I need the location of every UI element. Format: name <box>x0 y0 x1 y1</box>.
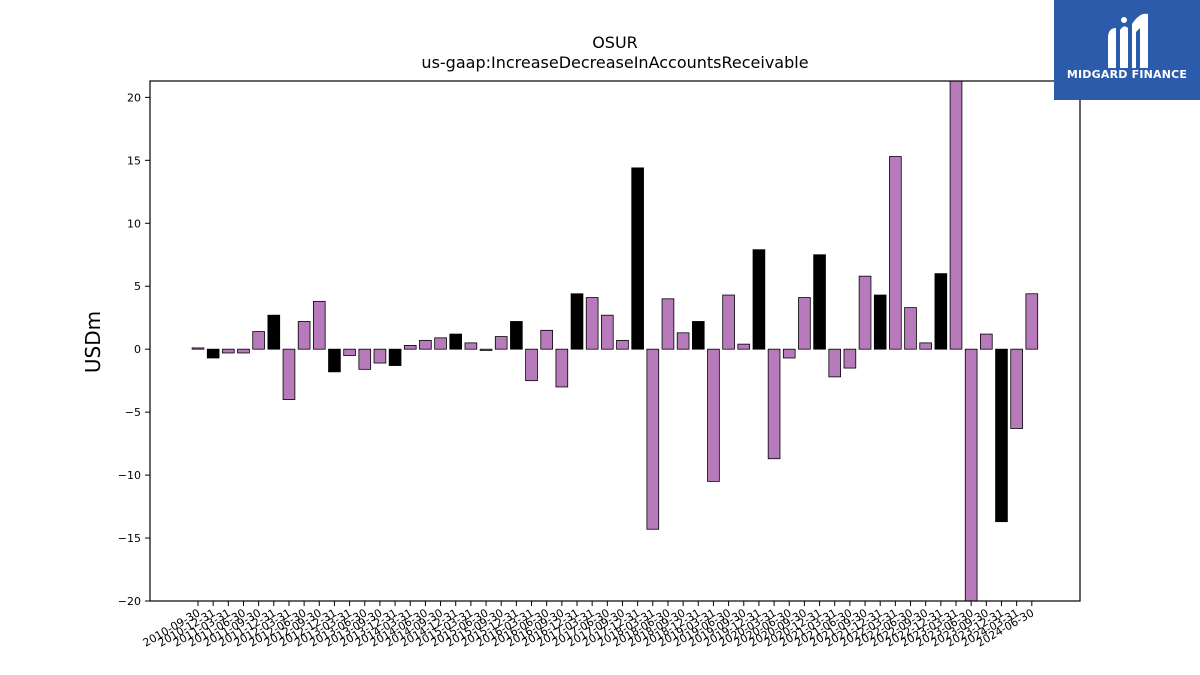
y-tick-label: −20 <box>118 595 141 608</box>
bar-2015-03-31 <box>464 342 478 350</box>
logo-text: MIDGARD FINANCE <box>1066 68 1188 81</box>
bar-2011-12-31 <box>267 314 281 350</box>
bar-2012-03-31 <box>282 348 296 400</box>
bar-2022-09-30 <box>919 342 932 350</box>
bar-2018-09-30 <box>676 332 690 350</box>
y-axis-label: USDm <box>81 311 105 373</box>
y-axis-ticks: −20 −15 −10 −5 0 5 10 15 20 <box>118 91 150 608</box>
bar-2015-06-30 <box>479 348 493 351</box>
bar-2018-12-31 <box>691 321 705 350</box>
bar-2023-09-30 <box>980 333 993 350</box>
bar-2016-06-30 <box>540 329 553 350</box>
bar-2021-12-31 <box>873 294 887 350</box>
bar-2021-09-30 <box>858 275 872 350</box>
bar-2024-06-30 <box>1025 293 1039 350</box>
bar-2017-03-31 <box>585 297 599 350</box>
bar-2018-03-31 <box>646 348 660 530</box>
bar-2019-12-31 <box>752 249 766 350</box>
bar-2011-03-31 <box>222 348 235 354</box>
bar-2024-03-31 <box>1010 348 1023 429</box>
bar-2013-06-30 <box>358 348 372 370</box>
bar-2012-06-30 <box>297 321 311 350</box>
bar-2018-06-30 <box>661 298 675 350</box>
bar-2022-06-30 <box>904 307 917 350</box>
midgard-finance-logo: MIDGARD FINANCE <box>1054 0 1200 100</box>
bar-2019-06-30 <box>722 294 735 350</box>
chart-subtitle: us-gaap:IncreaseDecreaseInAccountsReceiv… <box>421 53 808 72</box>
bar-2010-12-31 <box>206 348 220 359</box>
bar-2014-09-30 <box>434 337 447 350</box>
bar-2017-06-30 <box>601 314 614 350</box>
bar-2016-09-30 <box>555 348 569 388</box>
bar-2013-12-31 <box>388 348 402 366</box>
bar-2014-06-30 <box>419 339 432 350</box>
bar-2010-09-30 <box>191 347 205 350</box>
bar-2023-12-31 <box>995 348 1008 523</box>
bar-2020-12-31 <box>813 254 826 350</box>
bar-2012-12-31 <box>328 348 341 373</box>
chart-title: OSUR <box>592 33 638 52</box>
bar-2023-03-31 <box>949 80 963 350</box>
bar-2020-06-30 <box>782 348 796 359</box>
bar-2015-12-31 <box>510 321 523 350</box>
bar-2020-03-31 <box>767 348 781 460</box>
bar-2017-09-30 <box>616 339 629 350</box>
bar-2014-12-31 <box>449 333 463 350</box>
bar-2016-03-31 <box>525 348 538 382</box>
bar-2022-03-31 <box>889 156 902 350</box>
bar-2021-06-30 <box>843 348 857 369</box>
y-tick-label: 10 <box>127 217 141 230</box>
y-tick-label: 0 <box>134 343 141 356</box>
y-tick-label: 5 <box>134 280 141 293</box>
y-tick-label: −5 <box>125 406 141 419</box>
bar-2015-09-30 <box>494 336 508 350</box>
bar-2011-06-30 <box>237 348 250 354</box>
bar-2021-03-31 <box>828 348 842 378</box>
bar-2019-09-30 <box>737 343 751 350</box>
bar-2011-09-30 <box>252 331 265 350</box>
x-axis-ticks: 2010-09-302010-12-312011-03-312011-06-30… <box>141 601 1036 650</box>
bar-2023-06-30 <box>964 348 978 602</box>
bar-2014-03-31 <box>403 345 417 350</box>
bar-2012-09-30 <box>312 300 326 350</box>
bar-2013-09-30 <box>373 348 387 364</box>
y-tick-label: −10 <box>118 469 141 482</box>
bar-2019-03-31 <box>707 348 720 482</box>
bar-2013-03-31 <box>343 348 356 356</box>
y-tick-label: −15 <box>118 532 141 545</box>
y-tick-label: 15 <box>127 154 141 167</box>
bars-group <box>191 80 1039 602</box>
bar-2020-09-30 <box>798 297 811 350</box>
bar-2022-12-31 <box>934 273 948 350</box>
plot-frame <box>149 80 1081 602</box>
bar-2017-12-31 <box>631 167 644 350</box>
bar-2016-12-31 <box>570 293 584 350</box>
midgard-logo-icon <box>1108 13 1148 68</box>
y-tick-label: 20 <box>127 91 141 104</box>
